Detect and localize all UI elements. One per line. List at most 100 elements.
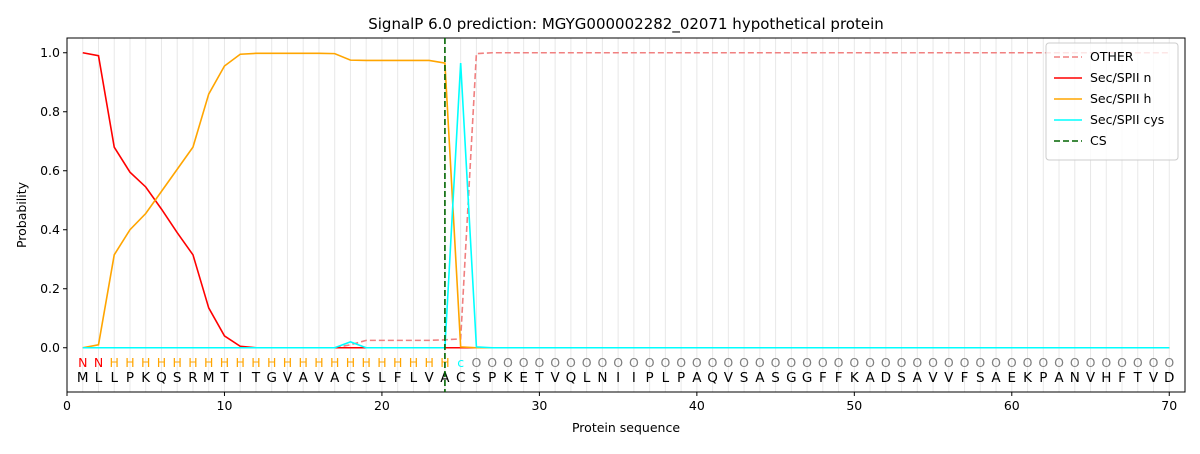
residue-label: T [251,370,261,386]
region-label: O [1070,355,1080,370]
residue-label: V [944,370,954,386]
residue-label: A [299,370,309,386]
region-label: H [204,355,213,370]
region-label: O [1164,355,1174,370]
y-tick-label: 0.2 [40,281,60,296]
residue-label: L [378,370,386,386]
series-line [82,51,1170,349]
region-label: O [960,355,970,370]
x-tick-label: 60 [1004,398,1020,413]
residue-label: S [472,370,481,386]
residue-label: L [662,370,670,386]
region-label: O [1101,355,1111,370]
residue-label: S [771,370,780,386]
region-label: O [1149,355,1159,370]
region-label: H [393,355,402,370]
region-label: H [346,355,355,370]
region-label: O [1054,355,1064,370]
plot-frame [66,37,1186,393]
residue-label: D [881,370,891,386]
residue-label: Q [566,370,577,386]
region-label: H [220,355,229,370]
region-label: O [991,355,1001,370]
region-label: H [251,355,260,370]
region-label: H [424,355,433,370]
residue-label: M [77,370,89,386]
x-tick-label: 70 [1161,398,1177,413]
residue-label: P [1039,370,1047,386]
region-label: O [881,355,891,370]
residue-label: F [1118,370,1126,386]
residue-label: F [961,370,969,386]
residue-label: E [519,370,528,386]
residue-label: S [362,370,371,386]
region-label: O [802,355,812,370]
region-label: O [1086,355,1096,370]
region-label: O [818,355,828,370]
residue-label: V [928,370,938,386]
y-axis-label: Probability [14,181,29,248]
residue-label: I [616,370,620,386]
region-label: O [613,355,623,370]
residue-label: Q [156,370,167,386]
residue-label: G [786,370,796,386]
y-tick-label: 0.6 [40,163,60,178]
legend-box [1045,42,1179,161]
residue-label: A [865,370,875,386]
region-label: O [755,355,765,370]
residue-label: I [632,370,636,386]
region-label: H [188,355,197,370]
region-label: H [157,355,166,370]
series-line [82,63,1170,349]
x-tick-label: 40 [689,398,705,413]
y-tick-label: 0.8 [40,104,60,119]
region-label: O [645,355,655,370]
residue-label: V [1086,370,1096,386]
region-label: O [676,355,686,370]
region-label: O [708,355,718,370]
region-label: O [739,355,749,370]
residue-label: K [141,370,151,386]
residue-label: Q [707,370,718,386]
residue-label: F [835,370,843,386]
region-label: H [330,355,339,370]
region-label: O [849,355,859,370]
region-label: O [471,355,481,370]
region-label: O [1117,355,1127,370]
region-label: O [1023,355,1033,370]
residue-label: S [897,370,906,386]
series-line [82,52,1170,349]
region-label: H [173,355,182,370]
x-tick-label: 30 [531,398,547,413]
residue-label: A [330,370,340,386]
legend-label: Sec/SPII h [1090,91,1151,106]
region-label: O [550,355,560,370]
region-label: O [534,355,544,370]
region-label: H [409,355,418,370]
residue-label: M [203,370,215,386]
region-label: O [834,355,844,370]
residue-label: R [188,370,197,386]
region-label: O [519,355,529,370]
residue-label: T [1133,370,1143,386]
x-axis-label: Protein sequence [572,420,680,435]
x-tick-label: 0 [63,398,71,413]
residue-label: A [755,370,765,386]
residue-label: V [425,370,435,386]
region-label: O [897,355,907,370]
region-label: H [141,355,150,370]
legend-label: CS [1090,133,1107,148]
region-label: O [912,355,922,370]
residue-label: P [126,370,134,386]
residue-label: P [646,370,654,386]
residue-label: A [913,370,923,386]
residue-label: S [173,370,182,386]
residue-label: I [238,370,242,386]
residue-label: N [597,370,607,386]
residue-label: T [219,370,229,386]
residue-label: F [819,370,827,386]
residue-label: L [95,370,103,386]
residue-label: H [1101,370,1111,386]
region-label: O [975,355,985,370]
